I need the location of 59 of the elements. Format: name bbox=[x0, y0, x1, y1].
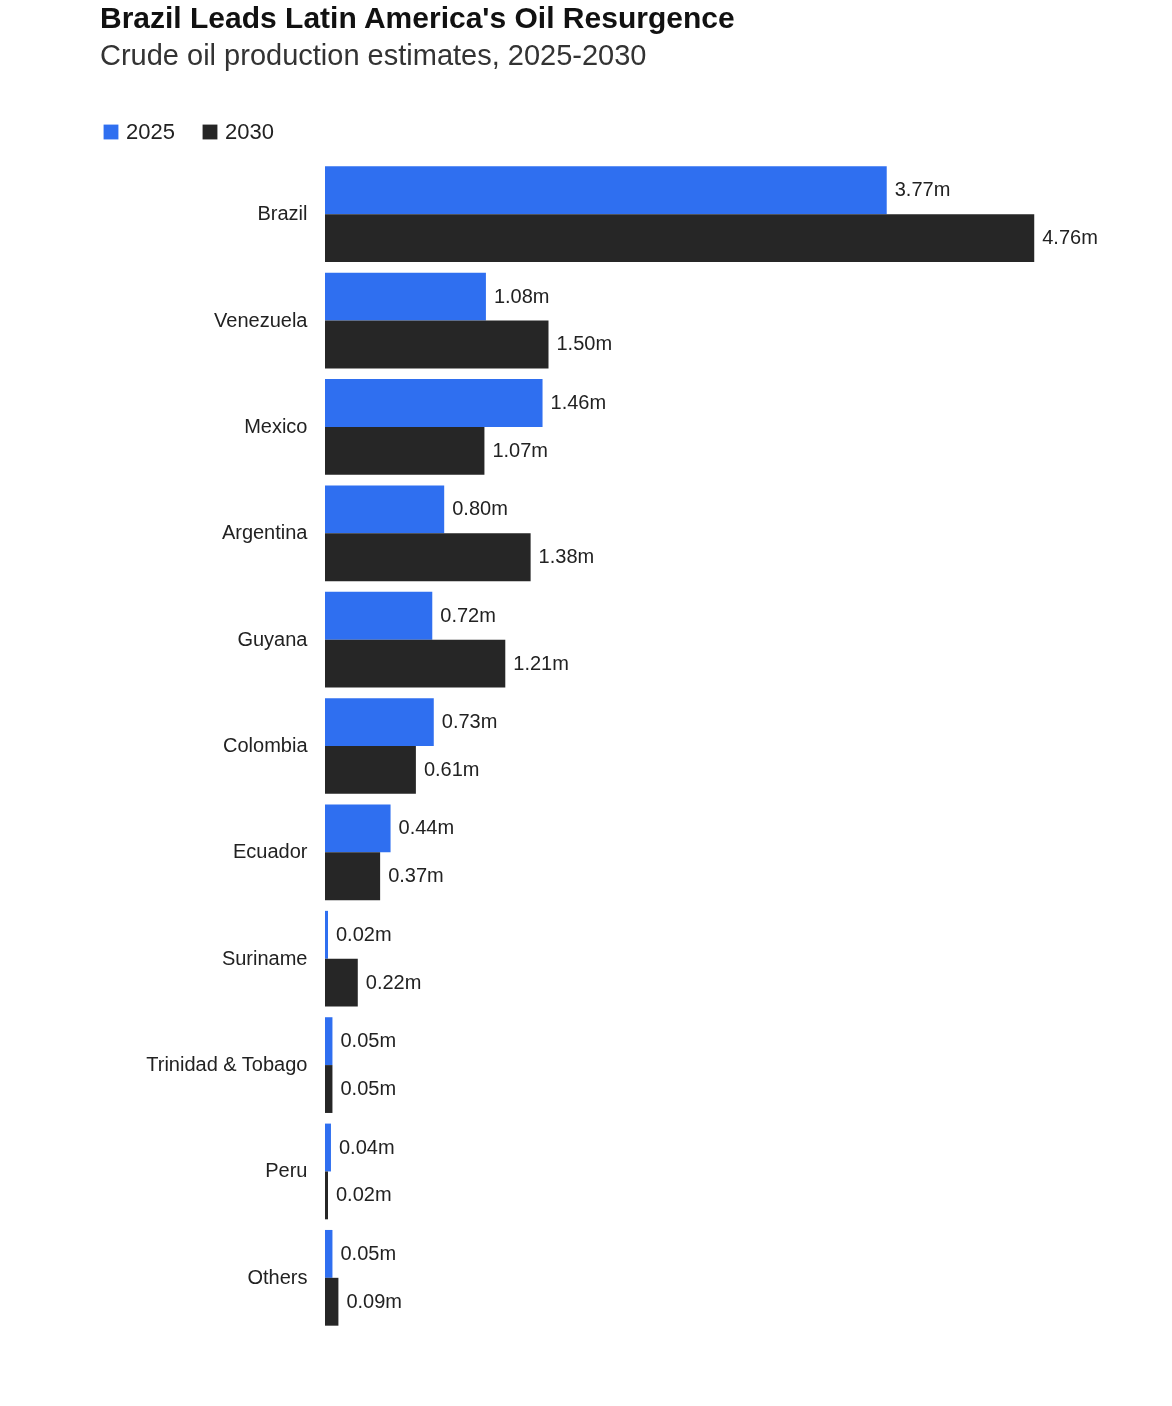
bar bbox=[325, 166, 887, 215]
y-tick-label: Others bbox=[247, 1265, 308, 1288]
bar bbox=[325, 746, 416, 794]
data-label: 0.72m bbox=[440, 603, 496, 626]
data-label: 0.04m bbox=[338, 1135, 395, 1158]
bar bbox=[325, 1017, 333, 1066]
data-label: 0.61m bbox=[423, 757, 480, 780]
data-label: 0.05m bbox=[340, 1241, 397, 1264]
bar bbox=[325, 1229, 333, 1278]
bar bbox=[325, 1065, 333, 1113]
y-tick-label: Ecuador bbox=[233, 840, 308, 863]
y-tick-label: Trinidad & Tobago bbox=[146, 1053, 308, 1076]
bar bbox=[325, 272, 486, 321]
data-label: 0.44m bbox=[398, 816, 455, 839]
bar bbox=[325, 852, 381, 901]
bar bbox=[325, 639, 506, 688]
data-label: 1.46m bbox=[550, 390, 607, 413]
data-label: 0.02m bbox=[335, 1183, 392, 1206]
bar bbox=[325, 910, 328, 959]
bar bbox=[325, 1123, 331, 1172]
y-tick-label: Argentina bbox=[221, 521, 309, 544]
data-label: 0.37m bbox=[388, 864, 444, 887]
bar bbox=[325, 214, 1035, 263]
data-label: 0.05m bbox=[340, 1077, 397, 1100]
data-label: 1.38m bbox=[538, 545, 595, 568]
y-tick-label: Guyana bbox=[237, 627, 309, 650]
y-tick-label: Peru bbox=[265, 1159, 308, 1182]
data-label: 0.02m bbox=[335, 922, 392, 945]
y-tick-label: Colombia bbox=[223, 734, 309, 756]
data-label: 1.21m bbox=[513, 651, 569, 674]
legend-label: 2025 bbox=[126, 119, 175, 144]
bar bbox=[325, 1277, 339, 1326]
data-label: 0.80m bbox=[452, 497, 508, 520]
bar bbox=[325, 804, 391, 853]
y-tick-label: Brazil bbox=[257, 202, 308, 225]
data-label: 0.05m bbox=[340, 1029, 397, 1052]
data-label: 0.73m bbox=[441, 710, 498, 733]
data-label: 1.50m bbox=[556, 332, 613, 355]
data-label: 1.08m bbox=[493, 284, 550, 307]
bar bbox=[325, 1171, 328, 1220]
data-label: 4.76m bbox=[1042, 226, 1098, 249]
bar bbox=[325, 533, 531, 582]
y-tick-label: Mexico bbox=[244, 414, 308, 437]
bar bbox=[325, 698, 434, 746]
chart-title: Brazil Leads Latin America's Oil Resurgence bbox=[100, 1, 735, 34]
data-label: 0.22m bbox=[365, 970, 422, 993]
bar bbox=[325, 485, 445, 534]
data-label: 3.77m bbox=[894, 178, 951, 201]
bar bbox=[325, 426, 485, 475]
bar bbox=[325, 591, 433, 640]
y-tick-label: Venezuela bbox=[214, 308, 309, 331]
y-tick-label: Suriname bbox=[221, 946, 308, 969]
bar bbox=[325, 379, 543, 427]
data-label: 0.09m bbox=[346, 1289, 402, 1312]
chart-subtitle: Crude oil production estimates, 2025-2030 bbox=[100, 39, 647, 71]
bar bbox=[325, 958, 358, 1007]
legend-label: 2030 bbox=[225, 119, 274, 144]
bar bbox=[325, 320, 549, 369]
data-label: 1.07m bbox=[492, 438, 549, 461]
